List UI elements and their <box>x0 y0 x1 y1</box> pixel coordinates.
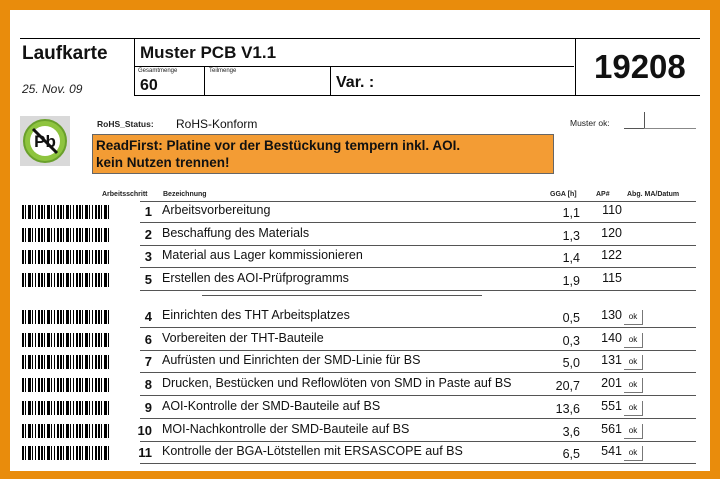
step-gga-hours: 13,6 <box>555 402 580 416</box>
row-divider <box>140 290 696 291</box>
rohs-status-label: RoHS_Status: <box>97 119 154 129</box>
step-barcode <box>22 205 110 219</box>
variant-label: Var. : <box>336 74 375 91</box>
step-barcode <box>22 333 110 347</box>
step-description: Beschaffung des Materials <box>162 226 310 240</box>
step-barcode <box>22 424 110 438</box>
step-number: 8 <box>144 377 152 392</box>
column-step: Arbeitsschritt <box>102 191 148 198</box>
step-gga-hours: 6,5 <box>562 447 580 461</box>
no-lead-pb-icon: Pb <box>23 119 67 163</box>
step-number: 5 <box>144 272 152 287</box>
muster-ok-label: Muster ok: <box>570 118 610 128</box>
document-title: Laufkarte <box>22 43 108 64</box>
step-gga-hours: 0,3 <box>562 334 580 348</box>
step-gga-hours: 3,6 <box>562 425 580 439</box>
step-barcode <box>22 273 110 287</box>
step-ok-checkbox[interactable]: ok <box>624 378 643 393</box>
row-divider <box>140 245 696 246</box>
step-ap-number: 115 <box>602 271 622 285</box>
readfirst-notice: ReadFirst: Platine vor der Bestückung te… <box>92 134 554 174</box>
step-description: Vorbereiten der THT-Bauteile <box>162 331 324 345</box>
step-number: 11 <box>138 445 152 460</box>
step-ok-checkbox[interactable]: ok <box>624 310 643 325</box>
muster-ok-checkbox[interactable] <box>624 112 645 129</box>
rohs-badge: Pb <box>20 116 70 166</box>
step-gga-hours: 1,1 <box>562 206 580 220</box>
step-ap-number: 131 <box>601 353 622 367</box>
step-barcode <box>22 228 110 242</box>
document-date: 25. Nov. 09 <box>22 82 83 96</box>
step-ap-number: 110 <box>602 203 622 217</box>
column-description: Bezeichnung <box>163 191 207 198</box>
step-ap-number: 541 <box>601 444 622 458</box>
step-barcode <box>22 378 110 392</box>
step-description: Einrichten des THT Arbeitsplatzes <box>162 308 350 322</box>
row-divider <box>140 222 696 223</box>
step-number: 10 <box>137 423 152 438</box>
step-number: 4 <box>144 309 152 324</box>
row-divider <box>140 350 696 351</box>
step-number: 3 <box>144 249 152 264</box>
gesamtmenge-value: 60 <box>140 77 158 94</box>
step-description: Material aus Lager kommissionieren <box>162 248 363 262</box>
step-ok-checkbox[interactable]: ok <box>624 355 643 370</box>
step-description: Erstellen des AOI-Prüfprogramms <box>162 271 349 285</box>
row-divider <box>140 327 696 328</box>
product-name: Muster PCB V1.1 <box>140 43 277 62</box>
gesamtmenge-label: Gesamtmenge <box>138 68 178 74</box>
step-description: Kontrolle der BGA-Lötstellen mit ERSASCO… <box>162 444 463 458</box>
step-number: 7 <box>144 354 152 369</box>
row-divider <box>140 267 696 268</box>
step-barcode <box>22 355 110 369</box>
step-number: 6 <box>144 332 152 347</box>
step-ok-checkbox[interactable]: ok <box>624 401 643 416</box>
step-ap-number: 122 <box>601 248 622 262</box>
step-ok-checkbox[interactable]: ok <box>624 446 643 461</box>
step-ap-number: 551 <box>601 399 622 413</box>
step-description: AOI-Kontrolle der SMD-Bauteile auf BS <box>162 399 381 413</box>
step-gga-hours: 5,0 <box>562 356 580 370</box>
column-ap: AP# <box>596 191 610 198</box>
step-ap-number: 201 <box>601 376 622 390</box>
step-description: Aufrüsten und Einrichten der SMD-Linie f… <box>162 353 421 367</box>
step-barcode <box>22 401 110 415</box>
order-number: 19208 <box>594 48 686 85</box>
step-gga-hours: 1,3 <box>562 229 580 243</box>
row-divider <box>140 441 696 442</box>
step-barcode <box>22 250 110 264</box>
notice-line-2: kein Nutzen trennen! <box>96 155 230 170</box>
step-gga-hours: 20,7 <box>555 379 580 393</box>
route-card-sheet: Laufkarte 25. Nov. 09 Muster PCB V1.1 Ge… <box>10 10 710 471</box>
step-gga-hours: 1,9 <box>562 274 580 288</box>
step-description: Drucken, Bestücken und Reflowlöten von S… <box>162 376 512 390</box>
notice-line-1: ReadFirst: Platine vor der Bestückung te… <box>96 138 461 153</box>
step-ap-number: 140 <box>601 331 622 345</box>
step-number: 2 <box>144 227 152 242</box>
step-ok-checkbox[interactable]: ok <box>624 333 643 348</box>
row-divider <box>140 372 696 373</box>
step-ap-number: 120 <box>601 226 622 240</box>
column-signoff: Abg. MA/Datum <box>627 191 680 198</box>
step-barcode <box>22 446 110 460</box>
column-gga: GGA [h] <box>550 191 577 198</box>
row-divider <box>140 395 696 396</box>
step-barcode <box>22 310 110 324</box>
step-number: 1 <box>144 204 152 219</box>
row-divider <box>140 418 696 419</box>
rohs-status-value: RoHS-Konform <box>176 117 258 131</box>
teilmenge-label: Teilmenge <box>209 68 237 74</box>
step-description: MOI-Nachkontrolle der SMD-Bauteile auf B… <box>162 422 410 436</box>
row-divider <box>140 463 696 464</box>
step-ok-checkbox[interactable]: ok <box>624 424 643 439</box>
step-description: Arbeitsvorbereitung <box>162 203 271 217</box>
step-gga-hours: 0,5 <box>562 311 580 325</box>
step-ap-number: 561 <box>601 422 622 436</box>
step-gga-hours: 1,4 <box>562 251 580 265</box>
step-ap-number: 130 <box>601 308 622 322</box>
step-number: 9 <box>144 400 152 415</box>
